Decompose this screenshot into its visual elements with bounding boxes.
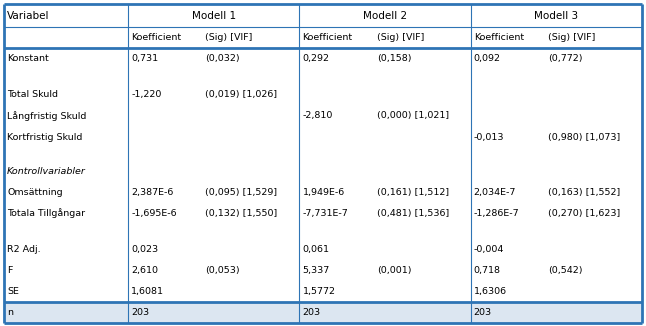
Text: -1,286E-7: -1,286E-7 bbox=[474, 209, 519, 218]
Text: Modell 2: Modell 2 bbox=[363, 11, 407, 21]
Text: 0,718: 0,718 bbox=[474, 266, 501, 275]
Text: 1,949E-6: 1,949E-6 bbox=[302, 187, 345, 197]
Text: 5,337: 5,337 bbox=[302, 266, 329, 275]
Text: 1,6081: 1,6081 bbox=[131, 287, 164, 296]
Text: -7,731E-7: -7,731E-7 bbox=[302, 209, 348, 218]
Text: 1,6306: 1,6306 bbox=[474, 287, 507, 296]
Text: Koefficient: Koefficient bbox=[131, 33, 182, 42]
Text: (0,270) [1,623]: (0,270) [1,623] bbox=[548, 209, 620, 218]
Text: Kontrollvariabler: Kontrollvariabler bbox=[7, 168, 86, 176]
Text: (0,481) [1,536]: (0,481) [1,536] bbox=[377, 209, 449, 218]
Text: 0,731: 0,731 bbox=[131, 54, 158, 64]
Text: (0,163) [1,552]: (0,163) [1,552] bbox=[548, 187, 620, 197]
Text: n: n bbox=[7, 308, 13, 317]
Text: 0,092: 0,092 bbox=[474, 54, 501, 64]
Text: 0,292: 0,292 bbox=[302, 54, 329, 64]
Text: Långfristig Skuld: Långfristig Skuld bbox=[7, 111, 87, 121]
Text: Variabel: Variabel bbox=[7, 11, 50, 21]
Text: -2,810: -2,810 bbox=[302, 111, 333, 121]
Text: (0,019) [1,026]: (0,019) [1,026] bbox=[205, 90, 278, 99]
Text: 1,5772: 1,5772 bbox=[302, 287, 335, 296]
Text: Konstant: Konstant bbox=[7, 54, 48, 64]
Text: Modell 1: Modell 1 bbox=[192, 11, 236, 21]
Text: Koefficient: Koefficient bbox=[302, 33, 353, 42]
Text: (0,542): (0,542) bbox=[548, 266, 583, 275]
Bar bbox=[4, 302, 642, 323]
Text: -0,004: -0,004 bbox=[474, 244, 504, 254]
Text: (0,001): (0,001) bbox=[377, 266, 412, 275]
Text: Totala Tillgångar: Totala Tillgångar bbox=[7, 208, 85, 218]
Text: (0,158): (0,158) bbox=[377, 54, 412, 64]
Bar bbox=[4, 4, 642, 48]
Text: Kortfristig Skuld: Kortfristig Skuld bbox=[7, 133, 83, 141]
Text: 2,610: 2,610 bbox=[131, 266, 158, 275]
Text: -1,695E-6: -1,695E-6 bbox=[131, 209, 177, 218]
Text: (Sig) [VIF]: (Sig) [VIF] bbox=[205, 33, 253, 42]
Bar bbox=[4, 48, 642, 302]
Text: 2,387E-6: 2,387E-6 bbox=[131, 187, 174, 197]
Text: Total Skuld: Total Skuld bbox=[7, 90, 58, 99]
Text: Modell 3: Modell 3 bbox=[534, 11, 578, 21]
Text: (Sig) [VIF]: (Sig) [VIF] bbox=[548, 33, 596, 42]
Text: 203: 203 bbox=[474, 308, 492, 317]
Text: 203: 203 bbox=[302, 308, 320, 317]
Text: (0,032): (0,032) bbox=[205, 54, 240, 64]
Text: SE: SE bbox=[7, 287, 19, 296]
Text: 0,023: 0,023 bbox=[131, 244, 158, 254]
Text: (0,980) [1,073]: (0,980) [1,073] bbox=[548, 133, 620, 141]
Text: (0,053): (0,053) bbox=[205, 266, 240, 275]
Text: (0,161) [1,512]: (0,161) [1,512] bbox=[377, 187, 449, 197]
Text: (0,095) [1,529]: (0,095) [1,529] bbox=[205, 187, 278, 197]
Text: R2 Adj.: R2 Adj. bbox=[7, 244, 41, 254]
Text: -1,220: -1,220 bbox=[131, 90, 162, 99]
Text: -0,013: -0,013 bbox=[474, 133, 505, 141]
Text: 2,034E-7: 2,034E-7 bbox=[474, 187, 516, 197]
Text: Koefficient: Koefficient bbox=[474, 33, 524, 42]
Text: F: F bbox=[7, 266, 12, 275]
Text: 0,061: 0,061 bbox=[302, 244, 329, 254]
Text: (0,772): (0,772) bbox=[548, 54, 583, 64]
Text: 203: 203 bbox=[131, 308, 149, 317]
Text: Omsättning: Omsättning bbox=[7, 187, 63, 197]
Text: (0,000) [1,021]: (0,000) [1,021] bbox=[377, 111, 449, 121]
Text: (Sig) [VIF]: (Sig) [VIF] bbox=[377, 33, 424, 42]
Text: (0,132) [1,550]: (0,132) [1,550] bbox=[205, 209, 278, 218]
